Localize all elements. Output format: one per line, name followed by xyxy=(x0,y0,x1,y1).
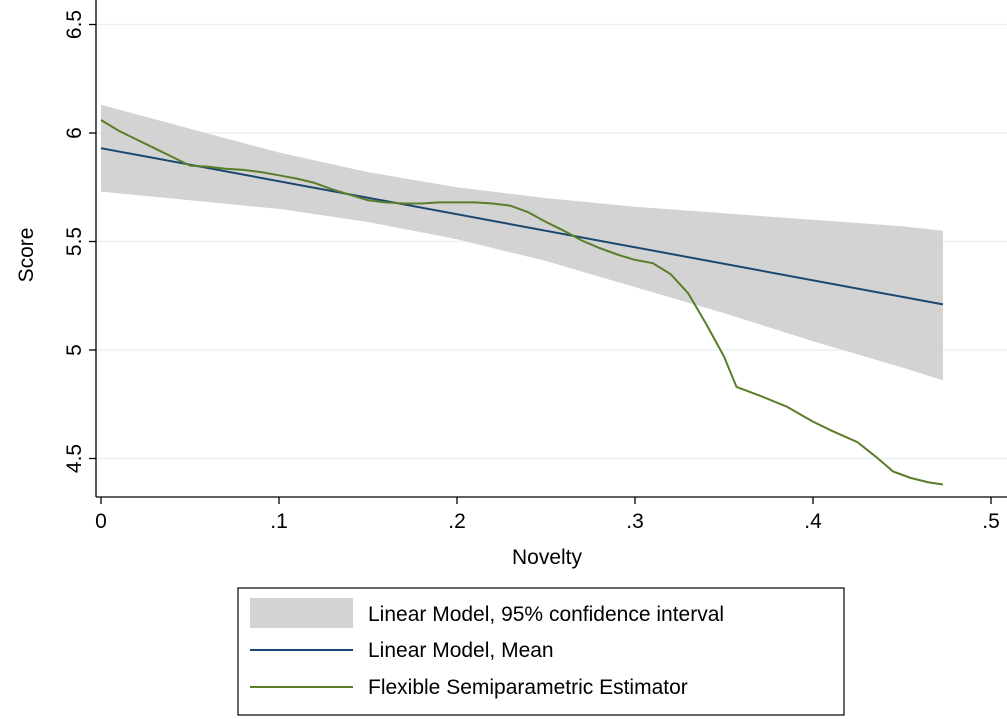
x-tick-label: .4 xyxy=(804,510,822,533)
y-tick-label: 4.5 xyxy=(63,444,86,473)
x-tick-label: .3 xyxy=(626,510,644,533)
y-tick-label: 6.5 xyxy=(63,10,86,39)
x-tick-label: .5 xyxy=(982,510,1000,533)
y-tick-label: 6 xyxy=(63,127,86,139)
x-tick-label: .2 xyxy=(448,510,466,533)
legend-label-band: Linear Model, 95% confidence interval xyxy=(368,603,724,626)
flexible-estimator-line xyxy=(100,119,944,486)
legend-label-flexible: Flexible Semiparametric Estimator xyxy=(368,676,688,699)
x-tick-label: 0 xyxy=(95,510,107,533)
axes xyxy=(89,0,1007,504)
x-axis-title: Novelty xyxy=(512,546,583,569)
confidence-band-layer xyxy=(101,104,943,381)
y-tick-label: 5.5 xyxy=(63,227,86,256)
linear-mean-line xyxy=(100,147,944,306)
legend-label-mean: Linear Model, Mean xyxy=(368,639,554,662)
x-tick-label: .1 xyxy=(270,510,288,533)
series-lines-layer xyxy=(100,119,944,486)
confidence-band xyxy=(101,104,943,381)
tick-labels: 0 .1 .2 .3 .4 .5 4.5 5 5.5 6 6.5 xyxy=(63,10,1000,533)
legend: Linear Model, 95% confidence interval Li… xyxy=(237,587,845,716)
legend-swatch-band xyxy=(250,598,353,628)
y-axis-title: Score xyxy=(15,228,38,283)
y-tick-label: 5 xyxy=(63,344,86,356)
